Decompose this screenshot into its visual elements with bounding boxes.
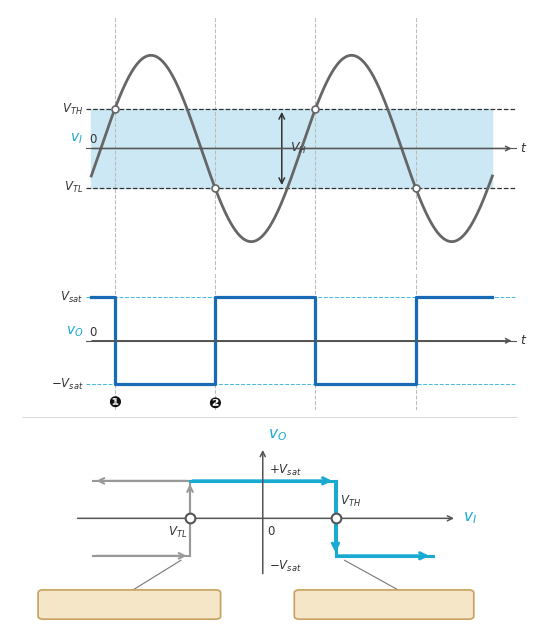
Text: ❷: ❷ <box>49 598 61 612</box>
Text: ❷: ❷ <box>209 396 222 411</box>
Text: $t$: $t$ <box>521 142 528 155</box>
Text: $V_{TH}$: $V_{TH}$ <box>62 102 83 116</box>
Text: $v_I$: $v_I$ <box>71 131 83 146</box>
Text: $V_H$: $V_H$ <box>290 141 307 156</box>
Text: $-V_{sat}$: $-V_{sat}$ <box>51 377 83 392</box>
Text: 0: 0 <box>89 326 96 340</box>
Text: ❶: ❶ <box>305 598 317 612</box>
FancyBboxPatch shape <box>294 590 474 619</box>
Text: $v_I$: $v_I$ <box>463 511 476 526</box>
Text: $V_{sat}$: $V_{sat}$ <box>60 290 83 305</box>
Text: $V_{TL}$: $V_{TL}$ <box>64 181 83 195</box>
Text: $V_{TL}$: $V_{TL}$ <box>168 525 187 540</box>
Text: 0: 0 <box>89 134 96 146</box>
Text: $+V_{sat}$: $+V_{sat}$ <box>269 463 301 478</box>
Text: 0: 0 <box>267 525 275 538</box>
FancyBboxPatch shape <box>38 590 220 619</box>
Text: $V_{TH}$: $V_{TH}$ <box>341 494 362 509</box>
Text: $v_I > V_{TH}$  $\to$  $v_O = -V_{sat}$: $v_I > V_{TH}$ $\to$ $v_O = -V_{sat}$ <box>324 598 447 611</box>
Text: $v_O$: $v_O$ <box>267 427 287 443</box>
Text: $-V_{sat}$: $-V_{sat}$ <box>269 559 301 574</box>
Text: $t$: $t$ <box>521 335 528 347</box>
Text: $v_O$: $v_O$ <box>66 324 83 339</box>
Text: ❶: ❶ <box>108 396 121 411</box>
Text: $v_I < V_{TL}$  $\to$  $v_O = +V_{sat}$: $v_I < V_{TL}$ $\to$ $v_O = +V_{sat}$ <box>68 598 190 611</box>
